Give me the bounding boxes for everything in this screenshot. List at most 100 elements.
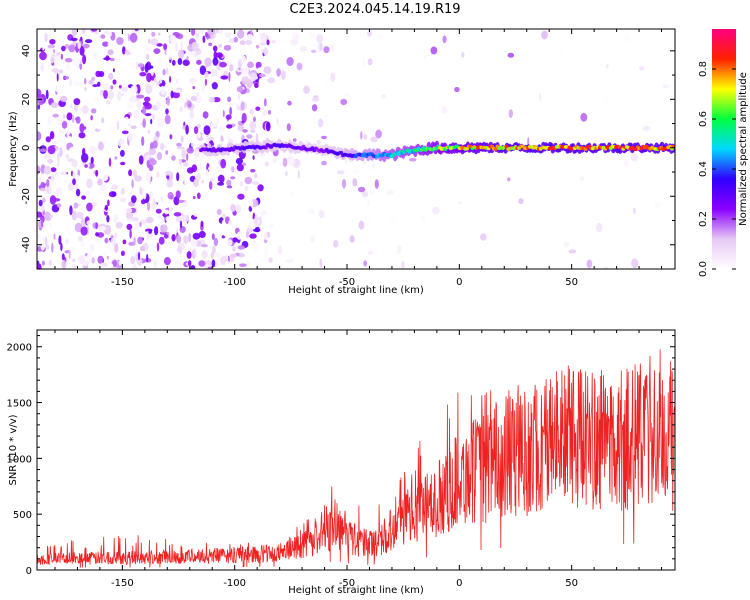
heatmap-cell	[310, 49, 317, 53]
heatmap-cell	[54, 55, 62, 61]
heatmap-cell	[156, 100, 161, 110]
heatmap-cell	[205, 31, 208, 38]
heatmap-cell	[226, 239, 233, 247]
heatmap-cell	[367, 30, 372, 37]
heatmap-cell	[152, 114, 155, 121]
heatmap-cell	[58, 235, 62, 245]
heatmap-cell	[95, 222, 98, 230]
heatmap-cell	[221, 235, 226, 239]
heatmap-cell	[37, 211, 43, 218]
heatmap-cell	[157, 56, 163, 64]
heatmap-cell	[580, 176, 585, 181]
heatmap-cell	[363, 260, 368, 267]
heatmap-cell	[37, 104, 41, 110]
heatmap-cell	[109, 126, 117, 133]
heatmap-cell	[126, 223, 133, 230]
heatmap-cell	[202, 35, 206, 43]
heatmap-cell	[150, 118, 153, 125]
heatmap-cell	[168, 56, 172, 60]
heatmap-cell	[518, 198, 524, 205]
heatmap-cell	[125, 207, 133, 214]
heatmap-cell	[41, 204, 45, 212]
heatmap-cell	[162, 91, 167, 96]
heatmap-cell	[164, 114, 171, 125]
heatmap-cell	[80, 226, 88, 236]
heatmap-cell	[42, 221, 51, 227]
heatmap-cell	[249, 120, 257, 130]
heatmap-cell	[54, 60, 58, 67]
heatmap-cell	[352, 178, 358, 187]
heatmap-cell	[156, 171, 160, 179]
heatmap-cell	[67, 182, 74, 191]
heatmap-cell	[71, 114, 75, 124]
heatmap-cell	[160, 224, 164, 233]
heatmap-cell	[145, 47, 153, 51]
heatmap-cell	[224, 261, 232, 268]
heatmap-cell	[229, 253, 237, 258]
heatmap-cell	[318, 210, 325, 219]
heatmap-cell	[157, 214, 162, 220]
heatmap-cell	[244, 176, 253, 185]
heatmap-cell	[422, 229, 429, 238]
heatmap-cell	[364, 216, 371, 220]
heatmap-cell	[42, 46, 45, 51]
heatmap-cell	[50, 57, 55, 64]
heatmap-cell	[193, 212, 201, 217]
heatmap-cell	[99, 226, 107, 231]
heatmap-cell	[151, 200, 157, 209]
heatmap-cell	[297, 170, 300, 179]
heatmap-cell	[349, 235, 355, 243]
heatmap-cell	[65, 153, 69, 159]
heatmap-cell	[195, 201, 199, 212]
heatmap-cell	[60, 95, 68, 102]
heatmap-cell	[84, 164, 88, 168]
heatmap-cell	[235, 157, 243, 165]
heatmap-cell	[606, 64, 609, 69]
spectrogram-x-ticks: -150 -100 -50 0 50	[54, 29, 663, 288]
heatmap-cell	[182, 215, 189, 223]
heatmap-cell	[603, 96, 610, 105]
x-tick-label: -50	[339, 578, 355, 589]
spectrogram-heatmap	[37, 29, 675, 269]
heatmap-cell	[352, 167, 360, 175]
heatmap-cell	[64, 76, 70, 80]
heatmap-cell	[44, 183, 53, 194]
heatmap-cell	[142, 43, 149, 48]
heatmap-cell	[152, 140, 158, 149]
heatmap-cell	[163, 43, 168, 51]
heatmap-cell	[150, 38, 159, 46]
heatmap-cell	[95, 232, 100, 237]
heatmap-cell	[49, 131, 55, 140]
heatmap-cell	[223, 230, 227, 237]
heatmap-cell	[141, 136, 145, 147]
heatmap-cell	[163, 257, 171, 266]
heatmap-cell	[105, 55, 110, 61]
heatmap-cell	[219, 61, 227, 68]
heatmap-cell	[232, 237, 238, 243]
heatmap-cell	[287, 100, 292, 106]
heatmap-cell	[102, 83, 111, 91]
heatmap-cell	[267, 110, 272, 115]
heatmap-cell	[135, 140, 139, 148]
x-tick-label: 50	[565, 277, 578, 288]
heatmap-cell	[115, 222, 124, 229]
heatmap-cell	[173, 196, 180, 206]
heatmap-cell	[190, 265, 196, 269]
heatmap-cell	[230, 204, 237, 212]
heatmap-cell	[45, 136, 51, 143]
heatmap-cell	[110, 237, 117, 246]
heatmap-cell	[299, 46, 308, 52]
heatmap-cell	[51, 140, 59, 145]
heatmap-cell	[508, 109, 513, 119]
heatmap-cell	[131, 195, 137, 204]
heatmap-cell	[250, 199, 254, 208]
heatmap-cell	[47, 115, 52, 125]
heatmap-cell	[212, 45, 218, 52]
heatmap-cell	[81, 195, 86, 200]
heatmap-cell	[148, 164, 154, 172]
heatmap-cell	[421, 215, 426, 222]
heatmap-cell	[95, 70, 102, 78]
heatmap-cell	[220, 158, 227, 169]
heatmap-cell	[145, 216, 154, 224]
heatmap-cell	[60, 242, 63, 252]
